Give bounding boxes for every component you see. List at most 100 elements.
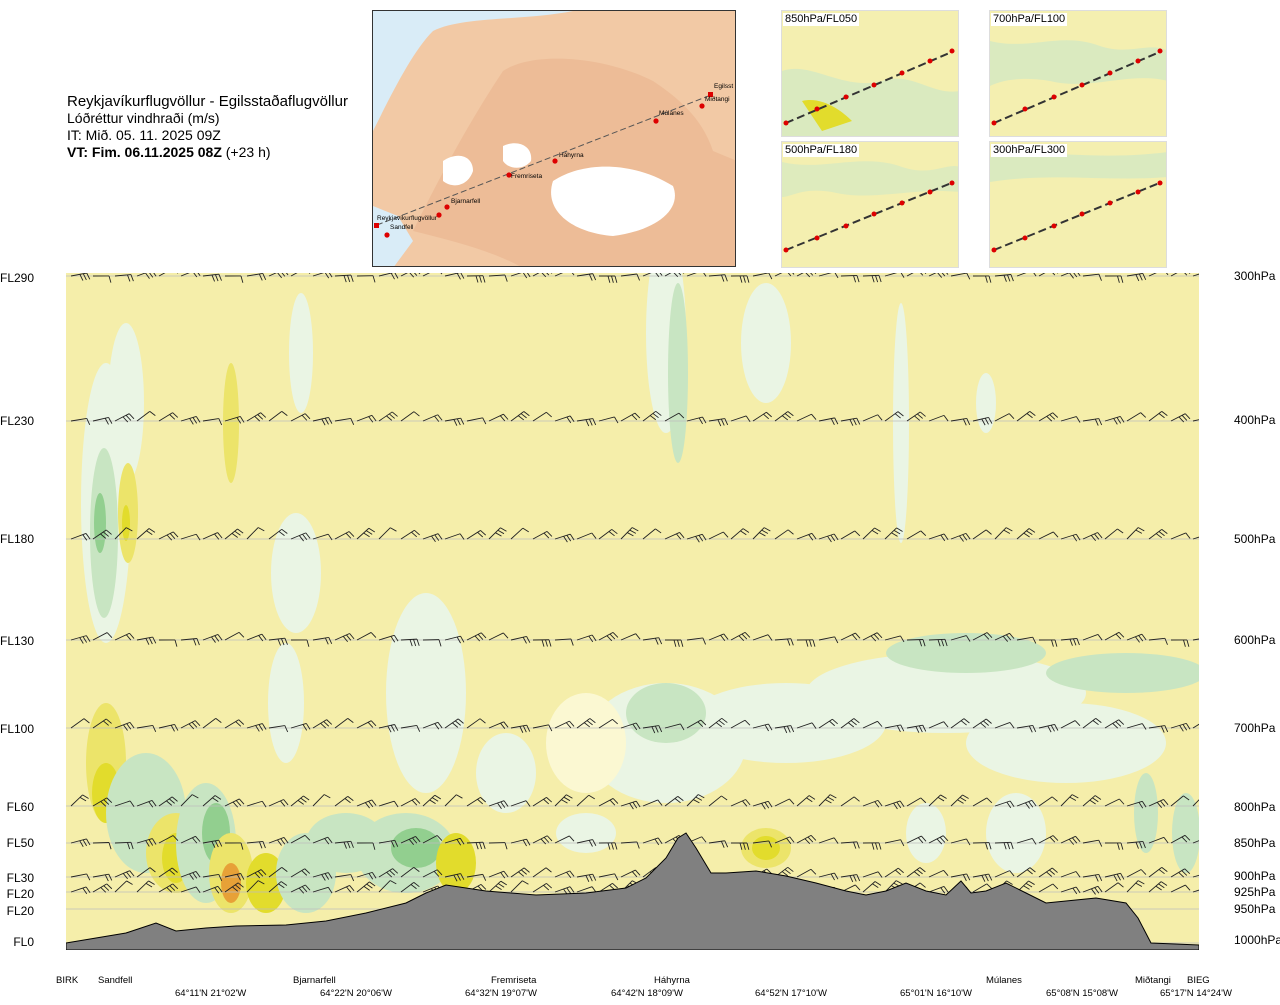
wind-barb [994,527,1013,540]
wind-barb [202,874,223,881]
wind-barb [532,835,553,845]
wind-barb [906,797,927,807]
wind-barb [268,273,289,279]
wind-barb [686,794,705,807]
wind-barb [1082,717,1102,729]
wind-barb [1016,799,1037,809]
wind-barb [532,724,553,732]
wind-barb [92,797,113,807]
wind-barb [70,417,91,425]
wind-barb [532,273,553,278]
terrain-surface [66,832,1199,950]
wind-barb [202,717,222,729]
wind-barb [796,834,817,845]
wind-barb [1038,867,1058,878]
wind-barb [532,530,553,540]
wind-barb [1192,874,1199,878]
wind-barb [994,722,1015,729]
wind-barb [180,533,201,541]
wind-barb [598,842,618,850]
wind-barb [972,842,992,850]
wind-barb [400,638,420,647]
x-coordinate-label: 65°08'N 15°08'W [1046,988,1118,999]
vertical-wind-cell [752,836,780,860]
wind-barb [708,795,728,807]
wind-barb [312,273,333,279]
wind-barb [356,871,377,880]
wind-barb [642,725,663,734]
wind-barb [884,724,905,733]
wind-barb [136,867,156,878]
wind-barb [950,718,970,729]
wind-barb [928,794,947,807]
wind-barb [1192,638,1199,641]
wind-barb [598,416,619,424]
wind-barb [1082,418,1103,426]
wind-barb [312,794,331,807]
wind-barb [114,527,133,540]
wind-barb [1060,533,1081,542]
wind-barb [1192,273,1199,277]
wind-barb [972,873,993,882]
pressure-level-label: 1000hPa [1234,933,1280,947]
wind-barb [92,529,112,540]
wind-barb [972,275,992,283]
vertical-wind-cell [1134,773,1158,853]
wind-barb [818,718,838,729]
wind-barb [422,869,443,878]
wind-barb [796,868,817,878]
wind-barb [928,414,949,422]
vertical-wind-cell [246,853,286,913]
wind-barb [488,870,509,879]
wind-barb [510,273,531,279]
wind-barb [246,723,267,732]
wind-barb [1060,871,1081,878]
wind-barb [840,841,860,849]
vertical-wind-cell [94,493,106,553]
wind-barb [1038,796,1058,807]
wind-barb [334,885,355,893]
wind-barb [1104,882,1124,893]
vertical-wind-cell [223,363,239,483]
wind-barb [356,720,377,729]
wind-barb [114,721,135,731]
wind-barb [136,273,157,279]
wind-barb [180,835,201,844]
level-map-850-label: 850hPa/FL050 [783,13,860,26]
wind-barb [840,530,861,540]
cross-section-plot [66,273,1199,950]
wind-barb [620,527,639,540]
wind-barb [972,632,993,641]
wind-barb [752,800,773,810]
flight-level-label: FL230 [0,414,35,428]
wind-barb [1192,536,1199,540]
wind-barb [466,841,486,850]
vertical-wind-cell [976,373,996,433]
wind-barb [1104,842,1124,850]
wind-barb [950,794,969,807]
wind-barb [774,725,795,734]
wind-barb [510,838,531,847]
wind-barb [400,867,420,878]
level-map-700-svg [990,11,1166,136]
wind-barb [158,835,179,844]
pressure-level-label: 500hPa [1234,532,1276,546]
wind-barb [818,837,839,844]
wind-barb [884,635,905,643]
wind-barb [664,273,685,278]
wind-barb [180,416,201,425]
wind-barb [356,275,376,283]
wind-barb [1082,874,1103,882]
wind-barb [730,842,750,850]
wind-barb [1038,531,1059,540]
wind-barb [202,273,222,282]
wind-barb [400,836,421,845]
route-map: Reykjavíkurflugvöllur Sandfell Bjarnarfe… [372,10,736,267]
wind-barb [1126,840,1146,849]
wind-barb [466,796,486,807]
wind-barb [664,412,685,422]
wind-barb [906,530,927,540]
wind-barb [92,718,112,729]
wind-barb [202,885,223,894]
wind-barb [554,273,575,277]
